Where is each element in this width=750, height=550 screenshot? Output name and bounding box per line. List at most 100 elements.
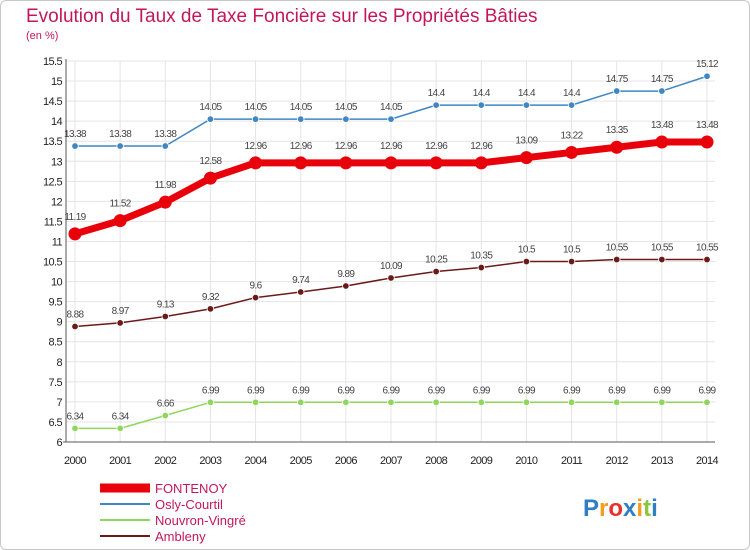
data-label: 6.99 [518,385,536,396]
y-tick-label: 7.5 [49,377,63,389]
series-point [477,398,485,406]
series-point [432,398,440,406]
data-label: 11.19 [64,212,86,223]
series-point [297,398,305,406]
data-label: 14.4 [563,88,581,99]
y-tick-label: 11 [52,236,63,248]
data-label: 14.4 [473,88,491,99]
data-label: 12.96 [335,141,358,152]
series-point [251,115,260,123]
logo-letter: P [583,495,599,522]
series-point [522,257,531,266]
series-point [249,156,263,170]
series-point [432,267,440,276]
data-label: 9.6 [250,281,263,292]
data-label: 13.38 [109,129,132,140]
data-label: 10.55 [606,243,629,254]
data-label: 14.75 [606,74,629,85]
x-tick-label: 2014 [696,455,719,467]
y-tick-label: 13.5 [43,136,62,148]
x-tick-label: 2004 [245,455,268,467]
data-label: 8.88 [66,309,84,320]
y-tick-label: 6.5 [49,417,63,429]
series-point [429,156,443,170]
data-label: 13.09 [515,136,538,147]
data-label: 6.99 [202,385,220,396]
data-label: 10.5 [518,245,536,256]
series-point [342,115,350,123]
x-tick-label: 2007 [380,455,403,467]
data-label: 8.97 [112,306,130,317]
series-point [71,142,79,150]
x-tick-label: 2010 [515,455,538,467]
data-label: 14.4 [428,88,446,99]
data-label: 9.89 [337,269,355,280]
series-point [113,214,127,228]
y-tick-label: 8.5 [49,337,63,349]
y-tick-label: 9 [56,317,62,329]
series-point [655,135,669,149]
data-label: 6.34 [112,411,130,422]
series-point [68,227,82,241]
legend: FONTENOYOsly-CourtilNouvron-VingréAmblen… [100,481,246,544]
data-label: 10.55 [651,243,674,254]
series-point [703,398,711,406]
data-label: 14.05 [380,102,403,113]
data-label: 14.75 [651,74,674,85]
series-point [116,142,124,150]
x-tick-label: 2013 [651,455,674,467]
series-point [703,72,711,80]
chart-title: Evolution du Taux de Taxe Foncière sur l… [26,6,538,27]
y-tick-label: 8 [56,357,62,369]
series-point [297,288,305,296]
x-tick-label: 2001 [109,455,132,467]
data-label: 10.5 [563,245,581,256]
logo-letter: r [599,495,608,522]
data-label: 11.52 [109,199,131,210]
x-tick-label: 2005 [290,455,313,467]
series-point [203,171,217,185]
data-label: 12.58 [199,156,222,167]
data-labels: 11.19 11.52 11.98 12.58 12.96 12.96 12.96 12.96… [64,59,720,422]
logo-letter: t [643,495,651,522]
logo-letter: i [636,495,643,522]
series-point [658,255,666,264]
chart-subtitle: (en %) [26,30,58,42]
y-tick-label: 7 [56,397,62,409]
data-label: 6.99 [247,385,265,396]
data-label: 13.22 [561,130,584,141]
data-label: 15.12 [696,59,719,70]
data-label: 11.98 [155,180,177,191]
data-label: 12.96 [425,141,448,152]
series-point [116,424,124,433]
legend-entry: Nouvron-Vingré [155,513,246,528]
y-tick-label: 13 [51,156,63,168]
x-tick-label: 2002 [154,455,177,467]
y-tick-label: 14.5 [43,96,62,108]
series-point [565,145,579,159]
y-tick-label: 9.5 [49,297,63,309]
data-label: 14.4 [518,88,536,99]
series-point [610,140,624,154]
series-point [294,156,308,170]
data-label: 9.13 [157,299,175,310]
data-label: 13.48 [696,120,719,131]
proxiti-logo: Proxiti [583,495,658,522]
x-tick-label: 2000 [64,455,87,467]
axes: 6 6.5 7 7.5 8 8.5 9 9.5 10 10.5 11 11.5 12 12.5 13 13.5… [43,56,719,467]
data-label: 12.96 [290,141,313,152]
series-point [158,195,172,209]
data-label: 6.99 [563,385,581,396]
data-label: 6.34 [66,411,84,422]
legend-entry: FONTENOY [155,481,228,496]
series-point [251,398,260,406]
series-point [342,398,350,406]
data-label: 10.25 [425,255,448,266]
data-label: 13.35 [606,125,629,136]
series-point [161,411,169,420]
series-point [206,398,215,406]
x-tick-label: 2003 [199,455,222,467]
series-point [522,398,531,406]
series-point [161,312,169,321]
